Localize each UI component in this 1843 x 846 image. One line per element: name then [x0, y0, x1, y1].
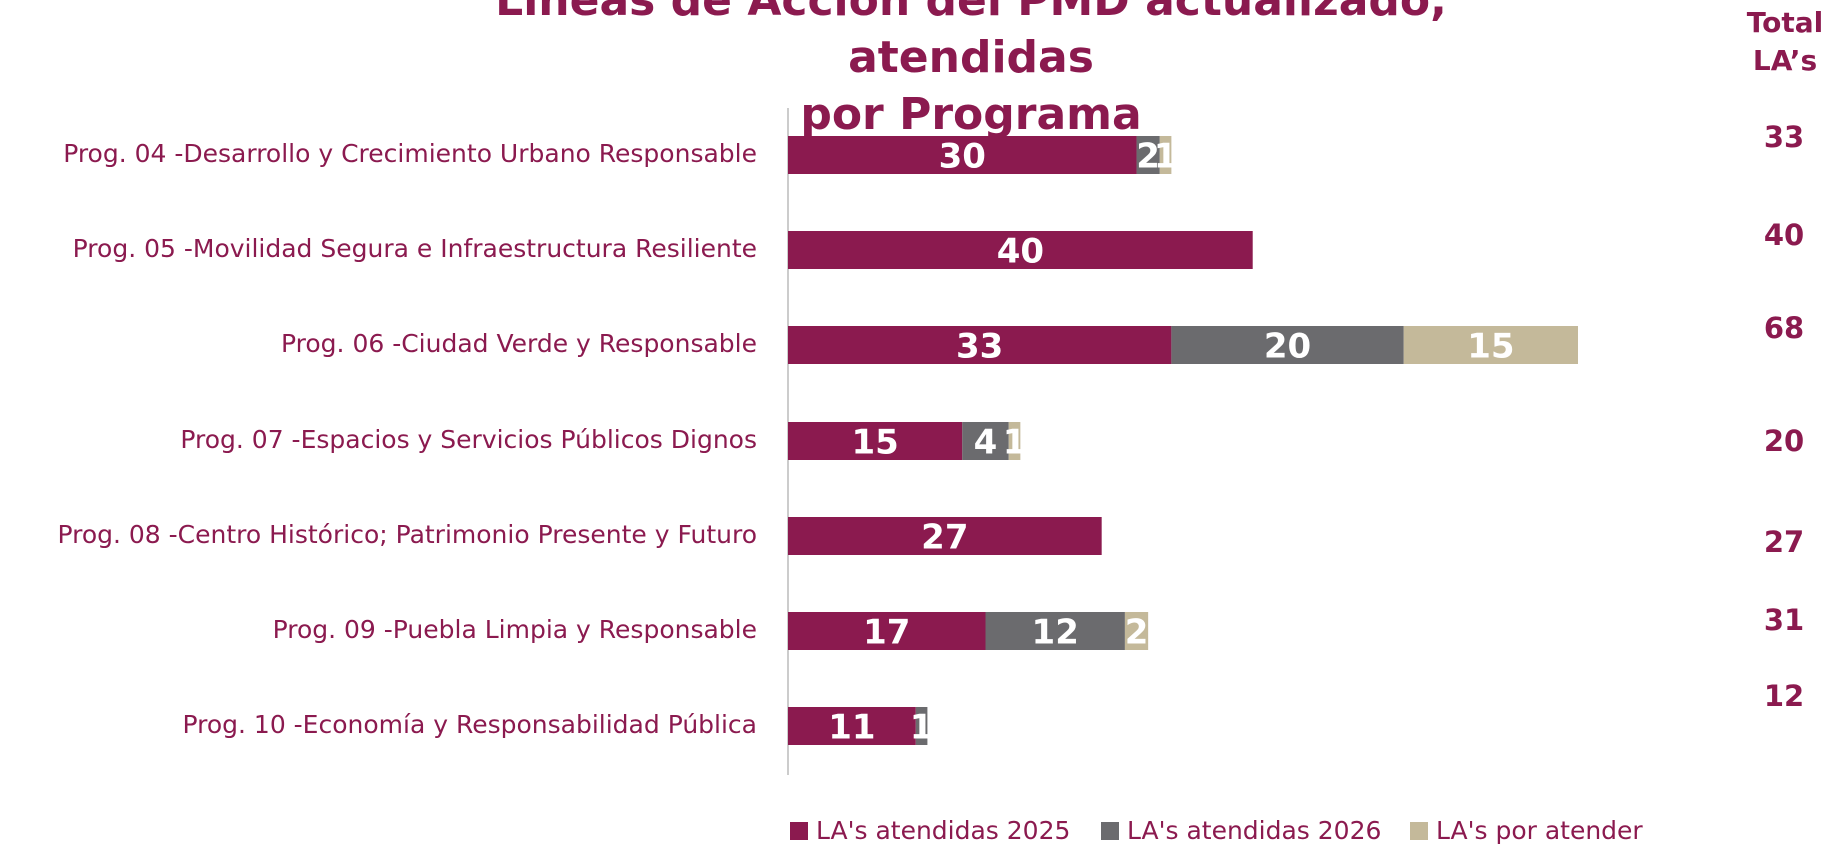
value-label: 1 [910, 708, 934, 748]
value-label: 27 [921, 518, 968, 558]
legend-label: LA's atendidas 2025 [816, 816, 1070, 845]
bar-segment [1159, 136, 1172, 174]
bar-segment [788, 231, 1253, 269]
chart-title: Líneas de Acción del PMD actualizado, at… [495, 0, 1447, 140]
value-label: 1 [1003, 423, 1027, 463]
bar-segment [1171, 326, 1404, 364]
value-label: 12 [1032, 613, 1079, 653]
bar-segment [1124, 612, 1149, 650]
value-label: 15 [1467, 327, 1514, 367]
value-label: 17 [863, 613, 910, 653]
bar-segment [788, 612, 986, 650]
total-label: 27 [1764, 525, 1804, 559]
value-label: 2 [1125, 613, 1149, 653]
value-label: 30 [939, 137, 986, 177]
total-label: 12 [1764, 679, 1804, 713]
legend-label: LA's por atender [1436, 816, 1643, 845]
category-label: Prog. 10 -Economía y Responsabilidad Púb… [182, 710, 757, 739]
bar-segment [1403, 326, 1578, 364]
legend-swatch [790, 822, 808, 840]
category-label: Prog. 04 -Desarrollo y Crecimiento Urban… [63, 139, 757, 168]
value-label: 40 [997, 232, 1044, 272]
total-label: 20 [1764, 424, 1804, 458]
legend-label: LA's atendidas 2026 [1127, 816, 1381, 845]
value-label: 2 [1136, 137, 1160, 177]
category-label: Prog. 06 -Ciudad Verde y Responsable [281, 329, 757, 358]
value-label: 4 [974, 423, 998, 463]
bar-segment [788, 326, 1172, 364]
bar-segment [962, 422, 1009, 460]
total-label: 40 [1764, 218, 1804, 252]
bar-segment [985, 612, 1125, 650]
total-label: 31 [1764, 603, 1804, 637]
category-label: Prog. 07 -Espacios y Servicios Públicos … [180, 425, 757, 454]
value-label: 1 [1154, 137, 1178, 177]
total-label: 33 [1764, 120, 1804, 154]
bar-segment [788, 422, 963, 460]
bar-segment [1008, 422, 1021, 460]
bar-segment [915, 707, 928, 745]
total-label: 68 [1764, 311, 1804, 345]
legend-swatch [1101, 822, 1119, 840]
value-label: 15 [851, 423, 898, 463]
value-label: 33 [956, 327, 1003, 367]
category-label: Prog. 05 -Movilidad Segura e Infraestruc… [73, 234, 757, 263]
bar-segment [788, 707, 916, 745]
totals-header: Total LA’s [1746, 6, 1824, 77]
category-label: Prog. 09 -Puebla Limpia y Responsable [273, 615, 757, 644]
category-label: Prog. 08 -Centro Histórico; Patrimonio P… [57, 520, 757, 549]
legend-swatch [1410, 822, 1428, 840]
value-label: 11 [828, 708, 875, 748]
bar-segment [788, 517, 1102, 555]
bar-segment [1136, 136, 1160, 174]
bar-segment [788, 136, 1137, 174]
value-label: 20 [1264, 327, 1311, 367]
